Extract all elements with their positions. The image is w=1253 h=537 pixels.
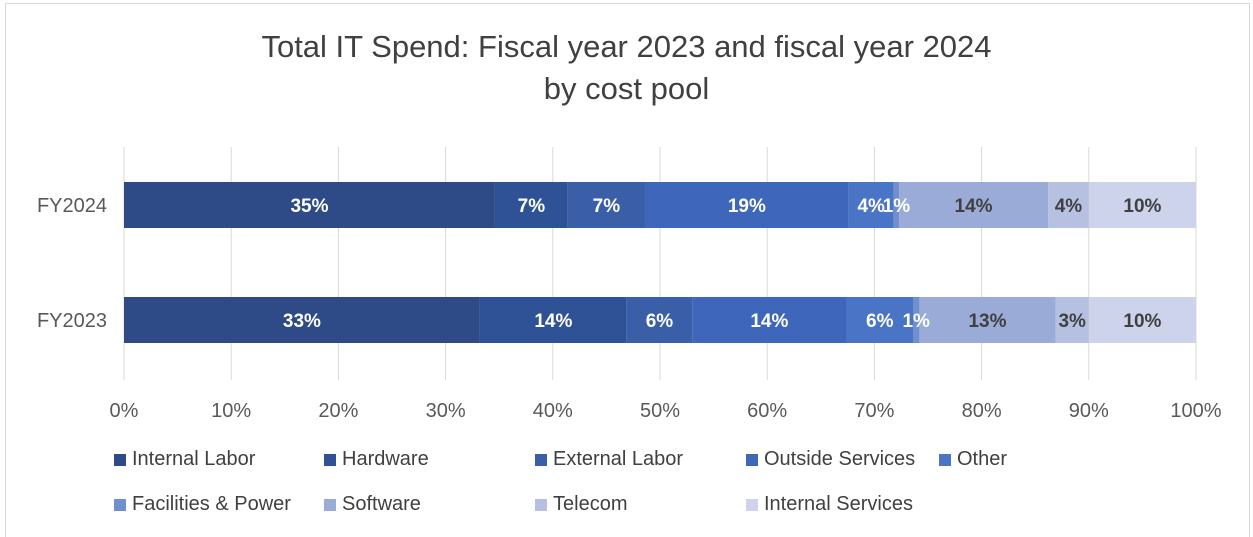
legend-item: Internal Labor: [114, 448, 255, 471]
data-label: 3%: [1058, 311, 1086, 332]
legend-item: Telecom: [535, 493, 627, 516]
x-tick-label: 100%: [1170, 400, 1221, 422]
x-tick-label: 70%: [854, 400, 894, 422]
data-label: 1%: [902, 311, 930, 332]
legend-label: Software: [342, 493, 421, 515]
legend-swatch: [939, 453, 951, 466]
x-tick-label: 40%: [533, 400, 573, 422]
bar-segment: [893, 182, 900, 228]
legend-label: Telecom: [553, 493, 628, 515]
bar-segment: [848, 182, 894, 228]
data-label: 4%: [857, 196, 885, 217]
legend-swatch: [114, 498, 126, 511]
legend-swatch: [746, 498, 758, 511]
data-label: 7%: [518, 196, 546, 217]
bar-segment: [692, 297, 847, 343]
data-label: 14%: [955, 196, 993, 217]
legend-swatch: [535, 453, 547, 466]
chart-title-line-2: by cost pool: [543, 71, 710, 106]
data-label: 1%: [883, 196, 911, 217]
bar-segment: [626, 297, 693, 343]
bar-segment: [479, 297, 627, 343]
data-label: 7%: [593, 196, 621, 217]
x-tick-label: 30%: [426, 400, 466, 422]
category-label: FY2023: [37, 310, 107, 332]
data-label: 10%: [1123, 196, 1161, 217]
data-label: 14%: [534, 311, 572, 332]
chart-title: Total IT Spend: Fiscal year 2023 and fis…: [0, 26, 1253, 110]
chart-title-line-1: Total IT Spend: Fiscal year 2023 and fis…: [261, 29, 992, 64]
data-label: 6%: [646, 311, 674, 332]
legend-label: Outside Services: [764, 448, 916, 470]
chart-frame: [5, 3, 1250, 537]
legend-label: Facilities & Power: [132, 493, 291, 515]
legend-item: Facilities & Power: [114, 493, 291, 516]
x-tick-label: 10%: [211, 400, 251, 422]
bar-segment: [124, 297, 480, 343]
bar-segment: [846, 297, 913, 343]
x-tick-label: 0%: [110, 400, 139, 422]
bar-segment: [494, 182, 568, 228]
legend-label: Hardware: [342, 448, 429, 470]
data-label: 6%: [866, 311, 894, 332]
bar-segment: [1088, 297, 1196, 343]
legend-swatch: [324, 498, 336, 511]
category-label: FY2024: [37, 195, 107, 217]
bar-segment: [912, 297, 920, 343]
legend-swatch: [324, 453, 336, 466]
legend-label: Internal Labor: [132, 448, 256, 470]
bar-segment: [1055, 297, 1089, 343]
x-tick-label: 90%: [1069, 400, 1109, 422]
data-label: 14%: [750, 311, 788, 332]
data-label: 4%: [1055, 196, 1083, 217]
legend-swatch: [746, 453, 758, 466]
legend-item: Software: [324, 493, 421, 516]
bar-segment: [1088, 182, 1196, 228]
category-labels: FY2024 FY2023: [37, 195, 107, 332]
gridlines: [123, 147, 1197, 380]
bar-segment: [124, 182, 495, 228]
bar-segment: [919, 297, 1056, 343]
bar-segment: [567, 182, 645, 228]
x-tick-label: 80%: [962, 400, 1002, 422]
x-tick-label: 60%: [747, 400, 787, 422]
legend-item: Outside Services: [746, 448, 915, 471]
legend-item: Internal Services: [746, 493, 913, 516]
legend-label: Internal Services: [764, 493, 913, 515]
legend-label: Other: [957, 448, 1008, 470]
legend-swatch: [114, 453, 126, 466]
data-label: 13%: [968, 311, 1006, 332]
x-axis-tick-labels: 0% 10% 20% 30% 40% 50% 60% 70% 80% 90% 100%: [110, 400, 1222, 422]
legend-swatch: [535, 498, 547, 511]
data-label: 35%: [290, 196, 328, 217]
bars: 35% 7% 7% 19% 4%1% 14% 4% 10%33% 14% 6% 14% 6% 1% 13%…: [124, 182, 1196, 343]
bar-segment: [644, 182, 849, 228]
x-tick-label: 50%: [640, 400, 680, 422]
data-label: 10%: [1123, 311, 1161, 332]
legend-item: Other: [939, 448, 1007, 471]
x-tick-label: 20%: [318, 400, 358, 422]
bar-segment: [899, 182, 1049, 228]
legend-item: Hardware: [324, 448, 429, 471]
data-label: 19%: [728, 196, 766, 217]
legend-item: External Labor: [535, 448, 683, 471]
bar-segment: [1048, 182, 1089, 228]
legend-label: External Labor: [553, 448, 684, 470]
data-label: 33%: [283, 311, 321, 332]
